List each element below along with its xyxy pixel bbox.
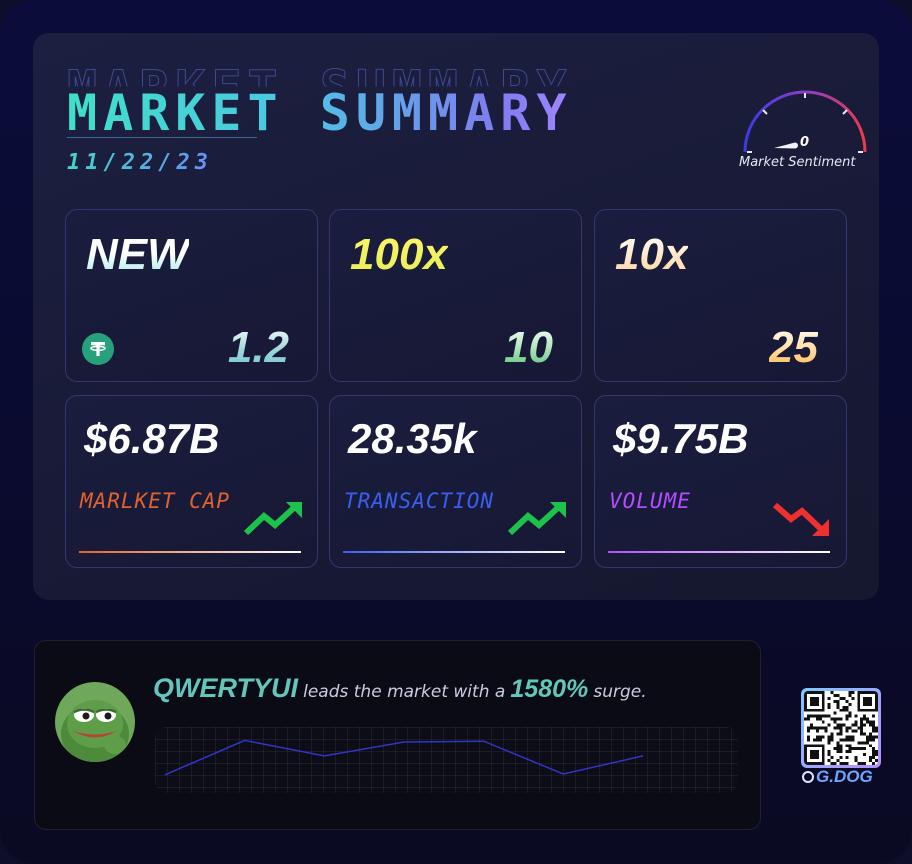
stat-divider xyxy=(343,551,565,553)
stat-value: $9.75B xyxy=(613,415,749,462)
stat-divider xyxy=(79,551,301,553)
price-sparkline xyxy=(155,727,738,793)
brand-logo[interactable]: G.DOG xyxy=(802,767,873,787)
title-echo: MARKET SUMMARY xyxy=(67,64,572,87)
gauge-needle xyxy=(774,142,798,149)
tile-value: 1.2 xyxy=(227,323,289,372)
stat-label: VOLUME xyxy=(609,489,691,513)
tether-icon xyxy=(82,333,114,365)
stat-label: TRANSACTION xyxy=(344,489,495,513)
brand-icon xyxy=(802,771,814,783)
coin-avatar[interactable] xyxy=(55,682,135,762)
leader-text-after: surge. xyxy=(593,682,647,702)
top-gainer-headline: QWERTYUI leads the market with a 1580% s… xyxy=(153,673,647,704)
title-underline xyxy=(67,137,257,138)
tile-new[interactable]: NEW 1.2 xyxy=(65,209,318,382)
tile-100x[interactable]: 100x 10 xyxy=(329,209,582,382)
tile-headline: 100x xyxy=(350,230,448,279)
tile-headline: 10x xyxy=(615,230,689,279)
trend-up-icon xyxy=(243,502,302,536)
title-block: MARKET SUMMARY MARKET SUMMARY xyxy=(67,64,667,144)
coin-name[interactable]: QWERTYUI xyxy=(153,673,299,703)
stat-label: MARLKET CAP xyxy=(80,489,231,513)
stat-value: $6.87B xyxy=(84,415,220,462)
sparkline-path xyxy=(164,739,644,776)
trend-up-icon xyxy=(507,502,566,536)
stat-value: 28.35k xyxy=(348,415,477,462)
summary-date: 11/22/23 xyxy=(67,150,213,175)
sentiment-gauge xyxy=(743,90,867,153)
stat-transaction[interactable]: 28.35k TRANSACTION xyxy=(329,395,582,568)
sentiment-value: 0 xyxy=(800,135,810,150)
page-title: MARKET SUMMARY xyxy=(67,84,573,142)
tile-value: 10 xyxy=(504,323,553,372)
tile-headline: NEW xyxy=(86,230,189,279)
tile-value: 25 xyxy=(769,323,818,372)
stat-market-cap[interactable]: $6.87B MARLKET CAP xyxy=(65,395,318,568)
brand-name: G.DOG xyxy=(816,767,873,786)
sentiment-label: Market Sentiment xyxy=(739,155,856,170)
leader-text-before: leads the market with a xyxy=(303,682,506,702)
tile-10x[interactable]: 10x 25 xyxy=(594,209,847,382)
surge-percent: 1580% xyxy=(510,675,589,703)
stat-volume[interactable]: $9.75B VOLUME xyxy=(594,395,847,568)
qr-code[interactable] xyxy=(801,688,881,768)
stat-divider xyxy=(608,551,830,553)
trend-down-icon xyxy=(773,502,829,536)
